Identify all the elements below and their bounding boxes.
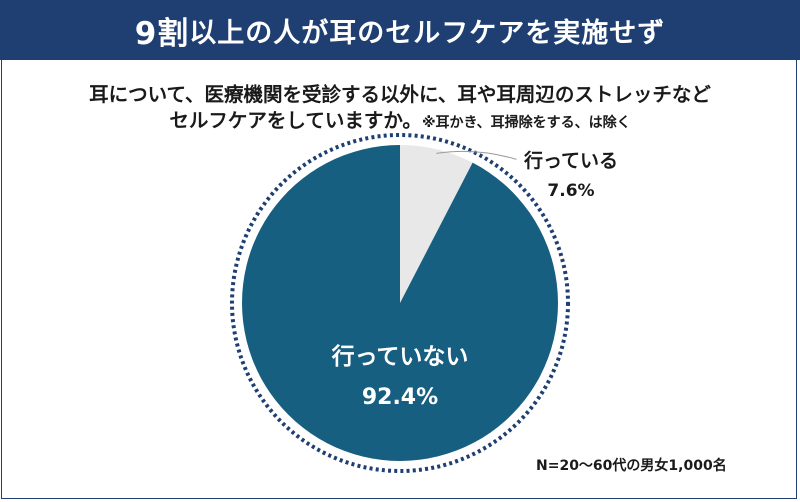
title-highlight: 9割 xyxy=(134,15,190,52)
slice-label-yes-text: 行っている xyxy=(523,150,619,172)
question-line-1: 耳について、医療機関を受診する以外に、耳や耳周辺のストレッチなど xyxy=(89,83,711,106)
question-line-2: セルフケアをしていますか。※耳かき、耳掃除をする、は除く xyxy=(0,104,800,133)
pie-slice-no xyxy=(242,145,558,462)
sample-size-note: N=20～60代の男女1,000名 xyxy=(536,458,727,474)
leader-line xyxy=(436,150,517,160)
question-note: ※耳かき、耳掃除をする、は除く xyxy=(421,115,631,131)
question-text: セルフケアをしていますか。 xyxy=(169,109,422,132)
slice-label-yes-value: 7.6% xyxy=(547,181,595,201)
pie-slice-yes xyxy=(400,145,473,303)
title-text: 以上の人が耳のセルフケアを実施せず xyxy=(189,17,666,49)
slice-label-yes: 行っている 7.6% xyxy=(516,146,626,201)
dotted-ring xyxy=(230,133,570,473)
slice-label-no-text: 行っていない xyxy=(331,344,469,370)
slice-label-no-value: 92.4% xyxy=(361,385,439,410)
title-banner: 9割 以上の人が耳のセルフケアを実施せず xyxy=(0,0,800,60)
slice-label-no: 行っていない 92.4% xyxy=(300,337,500,410)
